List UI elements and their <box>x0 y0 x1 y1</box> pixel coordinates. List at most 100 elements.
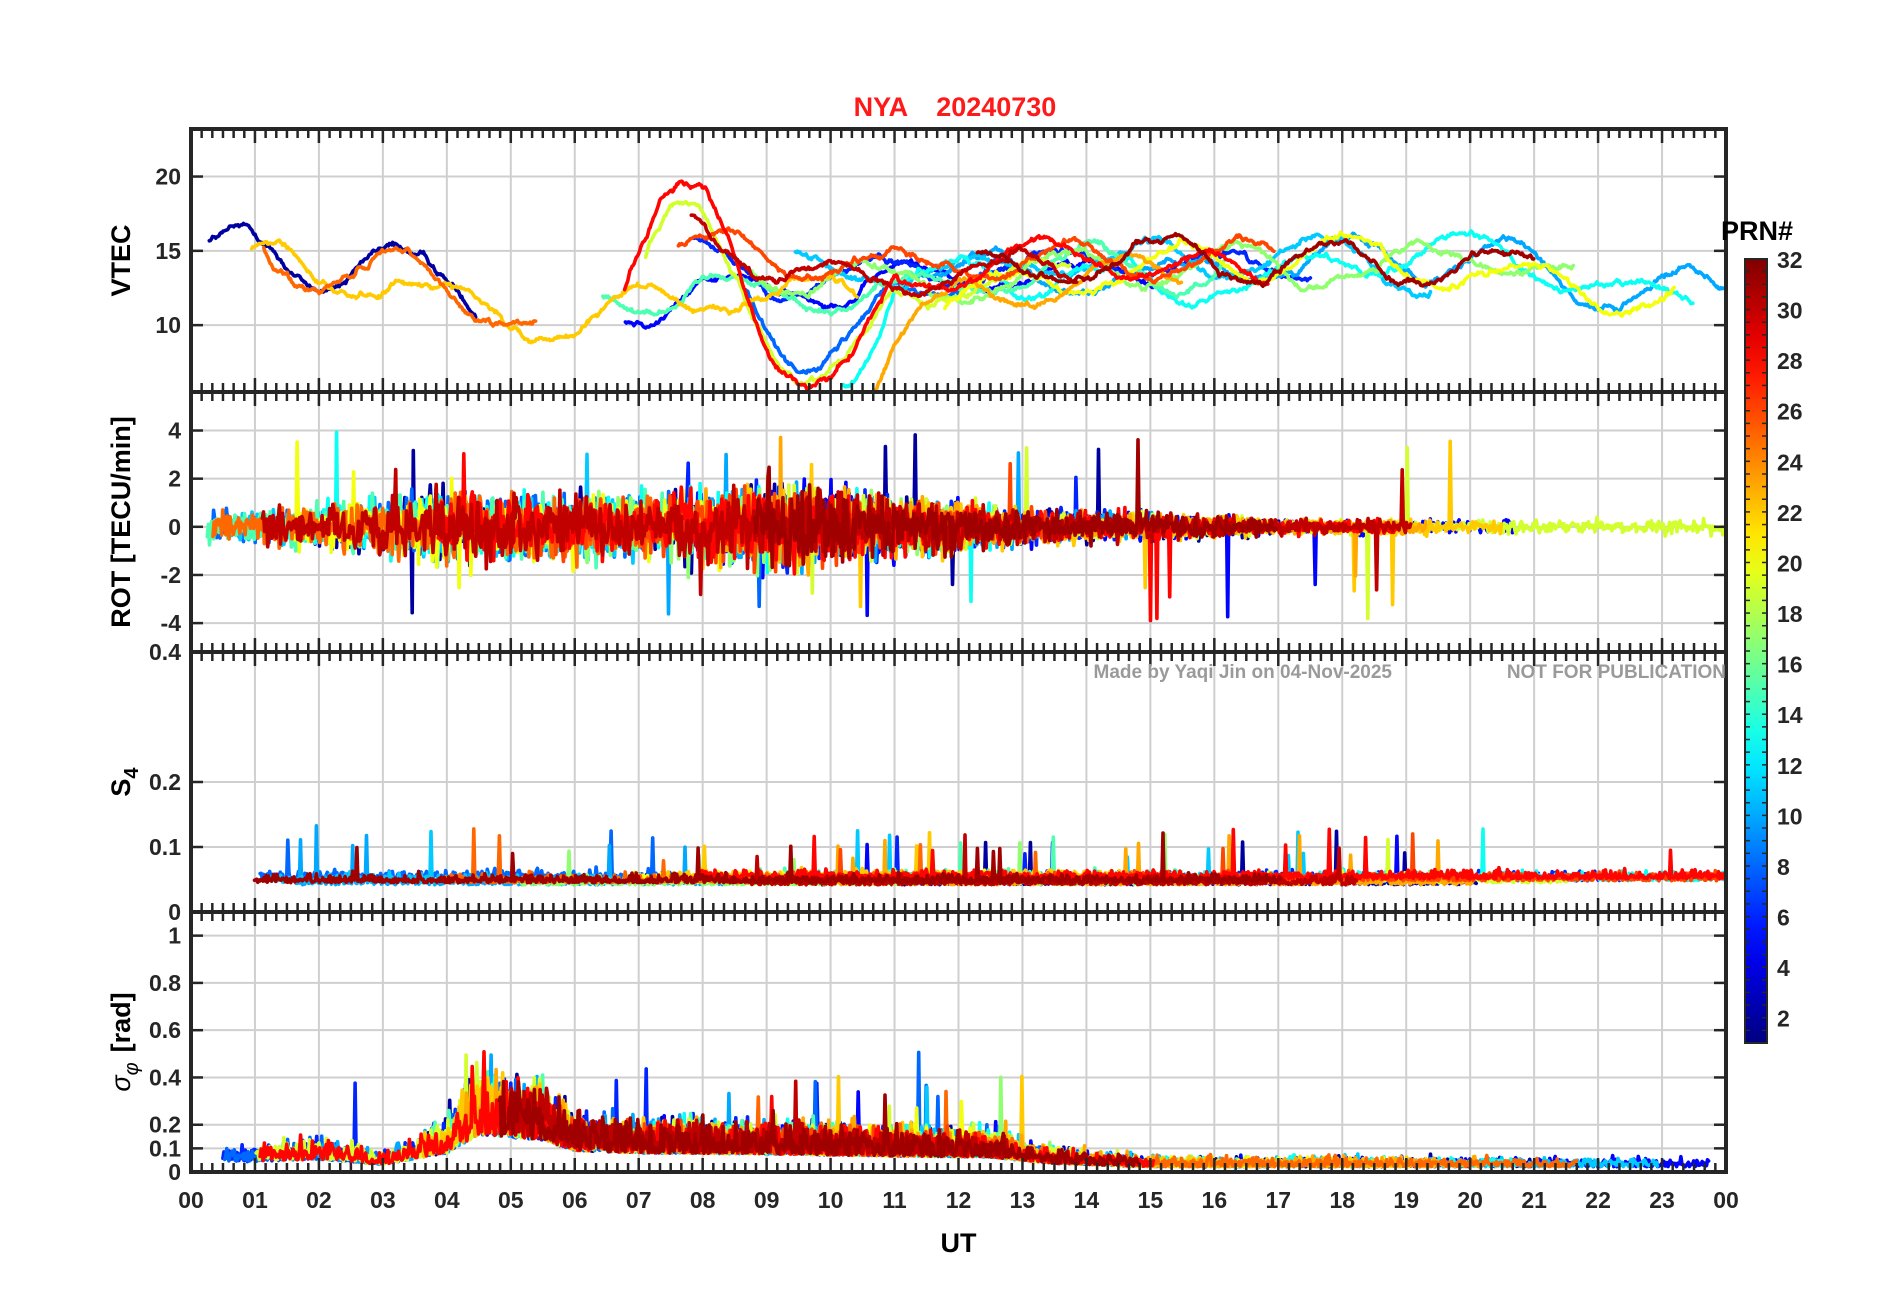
ytick-label-sigma_phi: 0.2 <box>149 1112 181 1138</box>
colorbar-tick-label: 32 <box>1777 247 1803 273</box>
ytick-label-rot: -4 <box>161 610 182 636</box>
series-prn-17 <box>747 238 1576 306</box>
xtick-label: 13 <box>1010 1187 1036 1213</box>
series-prn-30 <box>689 213 1079 299</box>
ytick-label-vtec: 20 <box>155 164 181 190</box>
colorbar-tick-label: 28 <box>1777 348 1803 374</box>
colorbar-tick-label: 8 <box>1777 854 1790 880</box>
x-axis: 00 01 02 03 04 05 06 07 08 09 10 11 12 13 14 15 16 17 18 19… <box>178 1187 1739 1258</box>
ytick-label-rot: -2 <box>161 562 181 588</box>
xtick-label: 18 <box>1329 1187 1355 1213</box>
ylabel-vtec: VTEC <box>106 224 136 296</box>
colorbar-tick-label: 30 <box>1777 298 1803 324</box>
colorbar-tick-label: 26 <box>1777 399 1803 425</box>
xtick-label: 17 <box>1265 1187 1291 1213</box>
xtick-label: 21 <box>1521 1187 1547 1213</box>
colorbar-tick-label: 6 <box>1777 905 1790 931</box>
watermark-author: Made by Yaqi Jin on 04-Nov-2025 <box>1094 662 1393 683</box>
xtick-label: 04 <box>434 1187 460 1213</box>
ytick-label-sigma_phi: 0.1 <box>149 1135 181 1161</box>
ylabel-s4: S4 <box>106 767 143 797</box>
ytick-label-s4: 0.2 <box>149 769 181 795</box>
xtick-label: 20 <box>1457 1187 1483 1213</box>
colorbar-tick-label: 16 <box>1777 652 1803 678</box>
ylabel-sub: 4 <box>121 767 143 779</box>
chart-title: NYA 20240730 <box>854 92 1057 122</box>
series-prn-31 <box>975 231 1536 288</box>
series-prn-31 <box>252 831 1283 885</box>
series-s4 <box>252 824 1726 887</box>
ticks-vtec: 10 15 20 <box>155 129 1728 392</box>
colorbar-tick-label: 14 <box>1777 702 1803 728</box>
ylabel-rot: ROT [TECU/min] <box>106 416 136 627</box>
xtick-label: 00 <box>1713 1187 1739 1213</box>
series-prn-26 <box>676 226 1276 285</box>
series-rot <box>205 430 1726 623</box>
xtick-label: 15 <box>1138 1187 1164 1213</box>
xtick-label: 22 <box>1585 1187 1611 1213</box>
xtick-label: 03 <box>370 1187 396 1213</box>
series-vtec <box>207 179 1726 392</box>
xtick-label: 12 <box>946 1187 972 1213</box>
xtick-label: 00 <box>178 1187 204 1213</box>
series-prn-23 <box>873 252 1184 392</box>
series-prn-22 <box>249 238 859 345</box>
colorbar-tick-label: 18 <box>1777 601 1803 627</box>
ylabel-unit: [rad] <box>106 992 136 1052</box>
ytick-label-s4: 0.1 <box>149 834 181 860</box>
xtick-label: 14 <box>1074 1187 1100 1213</box>
ticks-sigma_phi: 00.10.2 0.4 0.6 0.8 1 <box>149 912 1728 1185</box>
ytick-label-sigma_phi: 0.4 <box>149 1064 181 1090</box>
series-sigma_phi <box>221 1050 1711 1169</box>
ytick-label-rot: 4 <box>168 418 181 444</box>
ticks-s4: 0 0.1 0.2 0.4 <box>149 639 1728 925</box>
series-prn-2 <box>207 221 478 319</box>
xtick-label: 23 <box>1649 1187 1675 1213</box>
series-prn-25 <box>262 245 538 328</box>
xtick-label: 19 <box>1393 1187 1419 1213</box>
colorbar-tick-label: 24 <box>1777 449 1803 475</box>
colorbar-tick-label: 4 <box>1777 955 1790 981</box>
ytick-label-vtec: 10 <box>155 312 181 338</box>
xtick-label: 09 <box>754 1187 780 1213</box>
xtick-label: 11 <box>882 1187 907 1213</box>
series-prn-28 <box>622 179 1270 392</box>
grid-s4 <box>191 652 1726 912</box>
xtick-label: 16 <box>1202 1187 1228 1213</box>
colorbar-tick-label: 2 <box>1777 1006 1790 1032</box>
ytick-label-vtec: 15 <box>155 238 181 264</box>
colorbar-tick-label: 20 <box>1777 550 1803 576</box>
ylabel-sigma: σ <box>106 1074 136 1092</box>
ytick-label-sigma_phi: 1 <box>168 923 181 949</box>
ytick-label-s4: 0 <box>168 899 181 925</box>
colorbar-tick-label: 12 <box>1777 753 1803 779</box>
ytick-label-sigma_phi: 0.6 <box>149 1017 181 1043</box>
xtick-label: 10 <box>818 1187 844 1213</box>
ytick-label-rot: 0 <box>168 514 181 540</box>
series-prn-31 <box>497 1079 1141 1168</box>
title-station: NYA <box>854 92 909 122</box>
panel-rot: -4 -2 0 2 4 ROT [TECU/min] <box>106 390 1728 654</box>
panel-s4: 0 0.1 0.2 0.4 S4 <box>106 639 1728 925</box>
ytick-label-sigma_phi: 0.8 <box>149 970 181 996</box>
ylabel-phi: φ <box>121 1062 143 1075</box>
series-prn-31 <box>752 438 1279 570</box>
title-date: 20240730 <box>936 92 1056 122</box>
ylabel-sigma_phi: σφ [rad] <box>106 992 143 1091</box>
xtick-label: 05 <box>498 1187 524 1213</box>
xlabel: UT <box>941 1228 977 1258</box>
panel-sigma_phi: 00.10.2 0.4 0.6 0.8 1 σφ [rad] <box>106 910 1728 1185</box>
ytick-label-s4: 0.4 <box>149 639 181 665</box>
xtick-label: 02 <box>306 1187 332 1213</box>
colorbar-label: PRN# <box>1721 216 1793 246</box>
xtick-label: 06 <box>562 1187 588 1213</box>
ytick-label-rot: 2 <box>168 466 181 492</box>
colorbar-tick-label: 22 <box>1777 500 1803 526</box>
chart-title-text: NYA 20240730 <box>854 92 1057 122</box>
panel-vtec: 10 15 20 VTEC <box>106 127 1728 394</box>
xtick-label: 07 <box>626 1187 652 1213</box>
xtick-label: 08 <box>690 1187 716 1213</box>
